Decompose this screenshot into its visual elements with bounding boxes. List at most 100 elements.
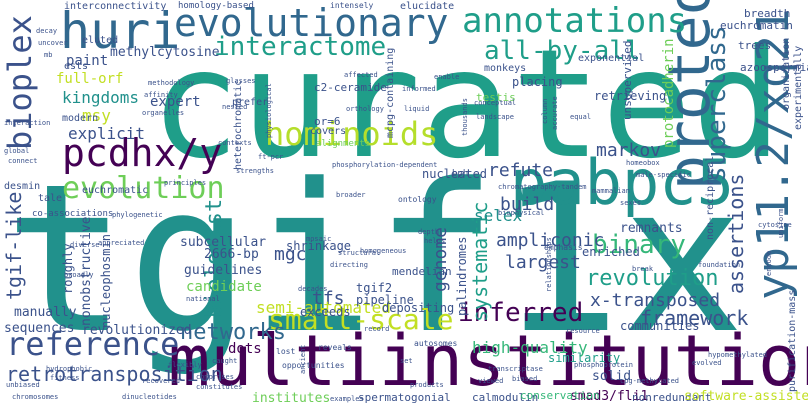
word-methodology: methodology [148,79,195,87]
word-prefer: prefer [232,97,269,108]
word-experimentally: experimentally [793,45,804,130]
word-spermatogonial: spermatogonial [358,391,451,404]
word-roughly: roughly [61,243,75,294]
word-exponential: exponential [578,53,645,64]
word-contexts: contexts [218,139,252,147]
word-palindromes: palindromes [455,236,469,316]
word-glasses: glasses [226,77,256,85]
word-conservation: conservation [520,389,600,402]
word-diverse: diverse [70,241,100,249]
word-bph: bph [452,169,469,179]
word-co-associations: co-associations [32,209,114,219]
word-bioplex: bioplex [1,15,39,150]
word-evolution: evolution [62,171,225,206]
word-ontology: ontology [398,195,437,204]
word-retrieving: retrieving [594,89,667,103]
word-elucidate: elucidate [400,1,455,12]
word-principles: principles [164,179,207,187]
word-desmin: desmin [4,181,41,192]
word-decades: decades [298,285,328,293]
word-all-by-all: all-by-all [484,36,641,66]
word-heterochromatic: heterochromatic [233,79,244,170]
word-assertions: assertions [724,173,748,294]
word-depositing: depositing [382,301,455,315]
word-msy: msy [82,106,111,125]
word-uniform: uniform [777,208,785,238]
word-revolution: revolution [586,266,719,291]
word-resource: resource [566,327,600,335]
word-tgif-like: tgif-like [2,191,26,300]
word-binary: binary [592,230,686,260]
word-tgif2: tgif2 [356,281,393,295]
word-trees: trees [738,39,772,52]
word-column: column [541,98,549,124]
word-enriched: enriched [582,245,640,259]
word-pipeline: pipeline [356,293,414,307]
word-depth: depth [418,228,440,236]
word-similarity: similarity [548,351,621,365]
word-ampliconic: ampliconic [496,230,605,251]
word-full-orf: full-orf [56,71,124,87]
word-mb: mb [44,51,53,59]
word-euchromatic: euchromatic [82,185,149,196]
word-manually: manually [14,305,77,320]
word-monkeys: monkeys [484,63,527,74]
word-c2-ceramide: c2-ceramide [314,81,387,94]
word-smad3-fli1: smad3/fli1 [570,389,649,404]
word-strengths: strengths [236,167,274,175]
word-structural: structural [338,249,381,257]
word-x-transposed: x-transposed [590,290,721,311]
word-inferred: inferred [458,298,584,328]
word-fitness: fitness [50,374,80,382]
word-dinucleotides: dinucleotides [122,393,177,401]
word-ests: ests [64,61,89,72]
word-thousands: thousands [461,98,469,136]
word-orthology: orthology [346,105,384,113]
word-comprises: comprises [196,373,234,381]
word-evolutionary: evolutionary [174,1,449,45]
word-small-scale: small-scale [268,303,454,336]
word-annotations: annotations [462,1,688,41]
word-huri: huri [60,2,181,60]
word-revolutionized: revolutionized [82,323,192,338]
word-phosphorylation-dependent: phosphorylation-dependent [332,161,438,169]
word-viewed: viewed [478,377,504,385]
word-tgif1x: tgif1x [4,141,745,379]
word-ancient: ancient [299,344,307,374]
word-broadly: broadly [64,271,94,279]
word-nonredundant: nonredundant [632,391,712,404]
word-biased: biased [512,375,538,383]
word-phylogenetic: phylogenetic [112,211,163,219]
word-candidate: candidate [186,279,262,295]
word-euchromatin: euchromatin [720,19,793,32]
word-interaction: interaction [4,119,51,127]
word-ft-pcr: ft-pcr [258,153,284,161]
word-hydrophobic: hydrophobic [46,365,93,373]
word-enable: enable [434,73,460,81]
word-directing: directing [330,261,368,269]
word-testis: testis [476,91,516,104]
word-intensely: intensely [330,1,374,10]
word-autosomes: autosomes [414,339,458,348]
word-framework: framework [640,306,749,330]
word-physiological: physiological [265,83,273,138]
word-phosphoprotein: phosphoprotein [574,361,634,369]
word-reveals: reveals [318,343,352,352]
word-calmodulin: calmodulin [472,391,539,404]
word-remnants: remnants [620,221,683,236]
word-kingdoms: kingdoms [62,88,140,107]
word-hypomethylated: hypomethylated [708,351,768,359]
word-software-assisted: software-assisted [684,389,808,404]
word-national: national [186,295,220,303]
word-caught: caught [212,357,238,365]
word-landscape: landscape [476,113,514,121]
word-markov: markov [596,140,662,161]
word-informed: informed [402,85,436,93]
word-eluted: eluted [82,35,119,46]
word-multiinstitutional: multiinstitutional [168,320,808,402]
word-flexibly: flexibly [168,361,202,369]
word-non-reciprocal: non-reciprocal [705,155,716,240]
word-modern: modern [62,113,99,124]
word-solid: solid [592,369,632,384]
